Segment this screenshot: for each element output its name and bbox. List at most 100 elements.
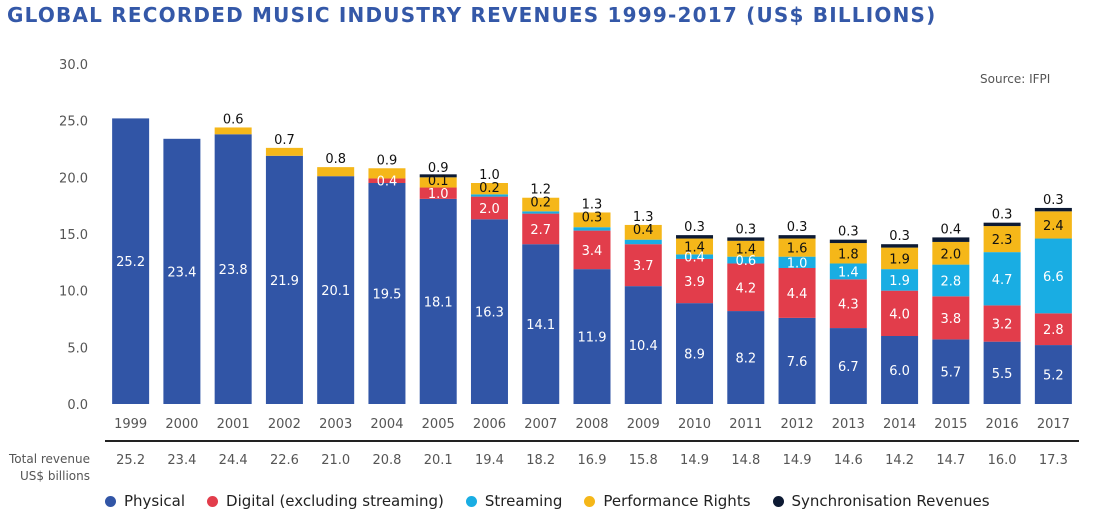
total-revenue-value: 23.4 [167,453,196,468]
data-label-digital: 2.0 [479,202,500,217]
bar-segment-sync [829,239,867,244]
bar-segment-streaming [932,264,970,297]
total-revenue-value: 25.2 [116,453,145,468]
data-label-top: 0.3 [582,210,603,225]
total-revenue-value: 14.9 [680,453,709,468]
bars [112,118,1072,405]
total-revenue-value: 19.4 [475,453,504,468]
bar-segment-performance [727,240,765,257]
bar-segment-performance [368,168,406,179]
bar-segment-digital [573,230,611,270]
legend-item-sync: Synchronisation Revenues [772,492,990,510]
data-label-top: 1.2 [530,183,551,198]
total-revenue-value: 18.2 [526,453,555,468]
total-revenue-value: 24.4 [219,453,248,468]
y-tick-label: 0.0 [67,398,88,413]
bar-segment-digital [676,258,714,304]
x-tick-label: 2004 [370,417,403,432]
legend-label: Synchronisation Revenues [791,492,990,510]
data-label-top: 0.3 [1043,193,1064,208]
data-label-top: 0.3 [735,222,756,237]
value-labels: 25.2 23.4 23.8 0.6 21.9 0.7 20.1 0.8 19.5 0.4 0.9 1… [116,112,1064,383]
total-revenue-value: 14.9 [783,453,812,468]
x-tick-label: 2008 [575,417,608,432]
total-revenue-value: 16.9 [578,453,607,468]
total-revenue-value: 15.8 [629,453,658,468]
data-label-top: 1.3 [633,210,654,225]
bar-segment-streaming [727,256,765,264]
bar-segment-streaming [573,227,611,231]
x-axis: 1999 2000 2001 2002 2003 2004 2005 2006 2007 2008… [105,417,1079,442]
data-label-digital: 3.4 [582,244,603,259]
data-label-physical: 8.9 [684,348,705,363]
data-label-streaming: 4.7 [992,273,1013,288]
total-revenue-value: 14.6 [834,453,863,468]
legend-swatch-sync [772,495,784,507]
data-label-top: 0.2 [530,196,551,211]
data-label-performance: 2.0 [940,247,961,262]
bar-segment-digital [419,187,457,199]
total-revenue-label-line1: Total revenue [9,452,90,466]
data-label-physical: 23.8 [219,263,248,278]
data-label-performance: 1.6 [787,242,808,257]
bar-segment-physical [1034,345,1072,404]
bar-segment-performance [1034,211,1072,239]
x-tick-label: 2012 [781,417,814,432]
bar-segment-digital [368,178,406,183]
x-tick-label: 1999 [114,417,147,432]
data-label-physical: 20.1 [321,284,350,299]
data-label-physical: 6.7 [838,360,859,375]
data-label-physical: 23.4 [167,265,196,280]
data-label-top: 0.9 [428,161,449,176]
data-label-performance: 2.3 [992,233,1013,248]
data-label-top: 0.4 [633,223,654,238]
stacked-bar-chart: 0.0 5.0 10.0 15.0 20.0 25.0 30.0 25.2 23.4 23.8 0… [59,58,1079,468]
totals-row: 25.2 23.4 24.4 22.6 21.0 20.8 20.1 19.4 18.2 16.9… [116,453,1068,468]
x-tick-label: 2003 [319,417,352,432]
bar-segment-digital [829,279,867,329]
data-label-top: 0.3 [838,225,859,240]
bar-segment-digital [727,263,765,312]
bar-segment-physical [419,198,457,404]
legend-label: Streaming [484,492,563,510]
total-revenue-label: Total revenue US$ billions [2,451,90,485]
data-label-physical: 6.0 [889,364,910,379]
data-label-digital: 0.4 [377,175,398,190]
total-revenue-value: 14.7 [936,453,965,468]
data-label-physical: 10.4 [629,339,658,354]
bar-segment-performance [522,197,560,212]
bar-segment-sync [778,235,816,239]
data-label-top: 0.6 [223,112,244,127]
data-label-streaming: 2.8 [940,274,961,289]
y-axis: 0.0 5.0 10.0 15.0 20.0 25.0 30.0 [59,58,88,413]
bar-segment-streaming [676,254,714,259]
x-tick-label: 2013 [832,417,865,432]
bar-segment-streaming [983,252,1021,306]
bar-segment-physical [573,269,611,404]
bar-segment-digital [881,290,919,336]
data-label-digital: 4.4 [787,287,808,302]
x-tick-label: 2007 [524,417,557,432]
bar-segment-physical [624,286,662,404]
bar-segment-performance [676,238,714,255]
bar-segment-physical [881,336,919,404]
data-label-physical: 14.1 [526,318,555,333]
bar-segment-performance [214,127,252,135]
data-label-top: 1.0 [479,168,500,183]
x-tick-label: 2001 [217,417,250,432]
data-label-top: 0.7 [274,133,295,148]
total-revenue-value: 20.8 [372,453,401,468]
total-revenue-value: 21.0 [321,453,350,468]
bar-segment-physical [163,138,201,405]
data-label-performance: 1.4 [684,240,705,255]
legend-label: Physical [124,492,186,510]
y-tick-label: 20.0 [59,171,88,186]
data-label-performance: 1.8 [838,247,859,262]
y-tick-label: 15.0 [59,228,88,243]
x-tick-label: 2009 [627,417,660,432]
legend-swatch-streaming [465,495,477,507]
bar-segment-performance [881,247,919,270]
total-revenue-label-line2: US$ billions [19,469,90,483]
data-label-streaming: 6.6 [1043,270,1064,285]
x-tick-label: 2017 [1037,417,1070,432]
